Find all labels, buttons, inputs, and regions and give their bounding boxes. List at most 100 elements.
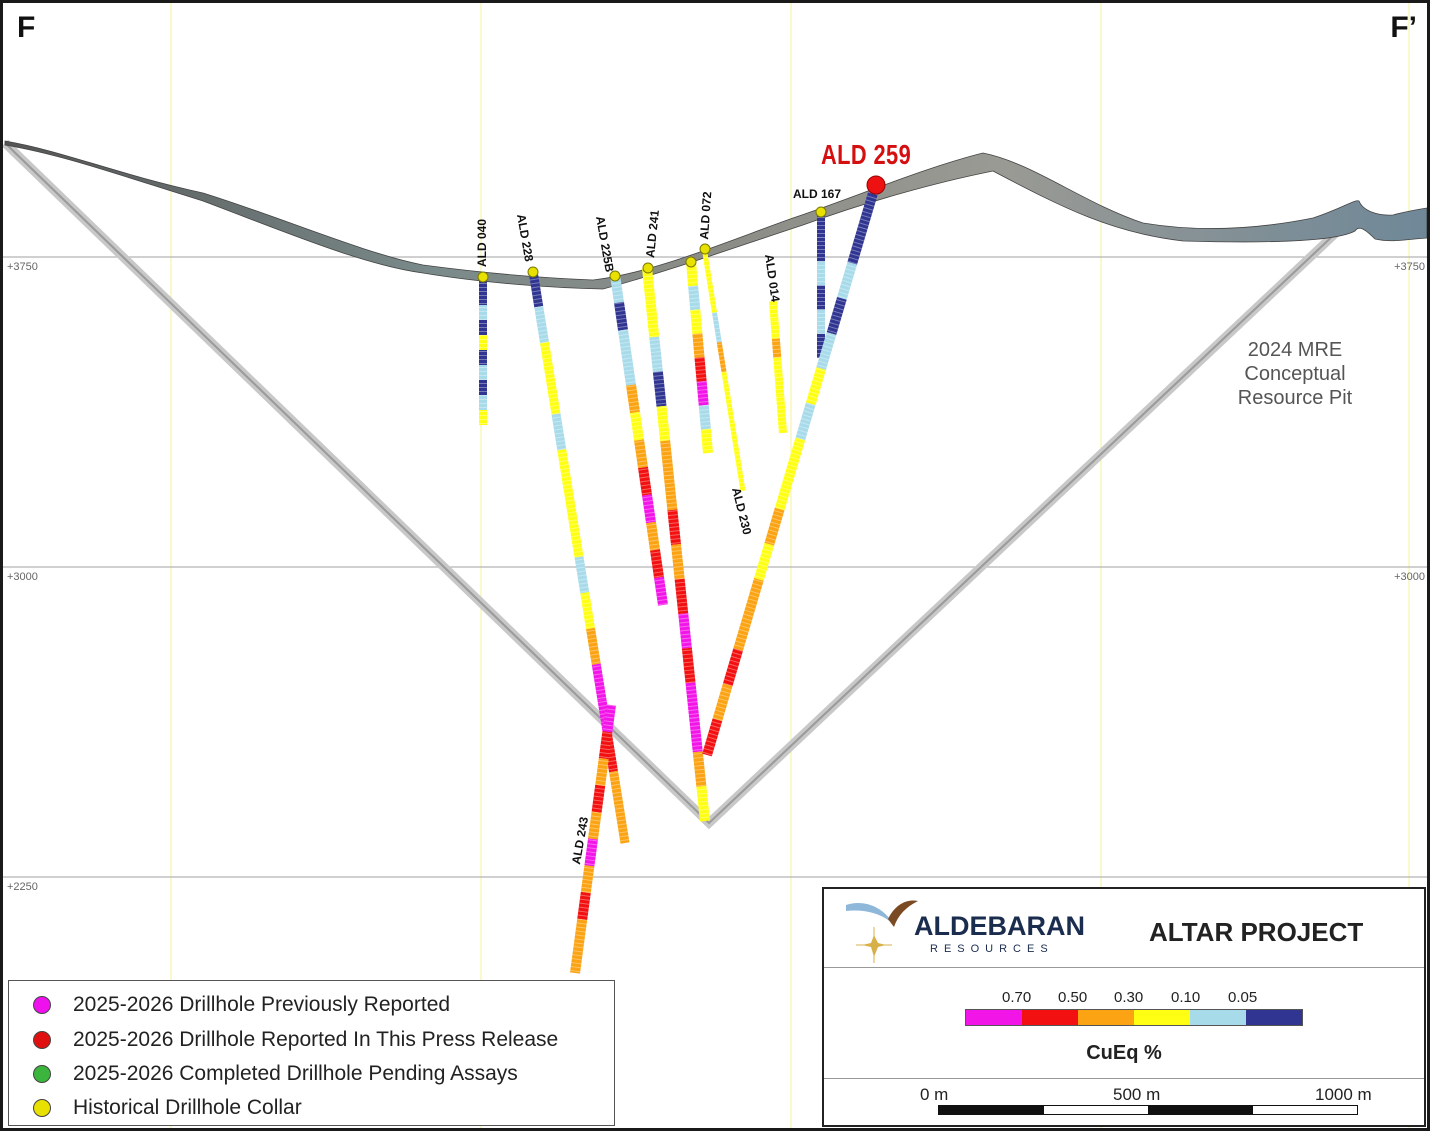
legend-dot-icon (33, 1065, 51, 1083)
drillhole-interval (795, 402, 816, 441)
drillhole-interval (773, 357, 783, 377)
historical-collar-marker (527, 266, 539, 278)
legend-item: 2025-2026 Drillhole Previously Reported (33, 992, 450, 1018)
legend-label: Historical Drillhole Collar (73, 1096, 302, 1119)
drillhole-interval (847, 226, 868, 265)
drillhole-interval (580, 865, 595, 894)
drillhole-interval (654, 576, 668, 606)
drillhole-interval (570, 945, 584, 974)
drillhole-interval (769, 300, 779, 321)
drillhole-interval (774, 472, 795, 511)
pit-label-line: Resource Pit (1237, 387, 1353, 409)
scale-distance-label: 0 m (920, 1085, 949, 1104)
drillhole-banding (702, 252, 746, 492)
legend-dot-icon (33, 1031, 51, 1049)
legend: 2025-2026 Drillhole Previously Reported … (8, 980, 615, 1126)
historical-collar-marker (609, 270, 621, 282)
drillhole-interval (696, 380, 709, 406)
drillhole-banding (702, 191, 878, 757)
drillhole-interval (721, 371, 732, 403)
drillhole-interval (771, 338, 782, 358)
drillhole-interval (584, 838, 598, 867)
drillhole-interval (602, 704, 616, 733)
historical-collar-marker (815, 206, 827, 218)
cueq-threshold: 0.70 (1002, 989, 1032, 1006)
drillhole-interval (696, 785, 710, 822)
cueq-color-scale (965, 1009, 1303, 1026)
drillhole-interval (622, 356, 636, 386)
scale-segment (1252, 1106, 1357, 1114)
drillhole-interval (785, 437, 806, 476)
drillhole-interval (671, 543, 685, 580)
drillhole-interval (652, 371, 667, 407)
drillhole-interval (656, 405, 671, 442)
company-subtitle: RESOURCES (930, 943, 1054, 955)
drillhole-interval (857, 191, 878, 230)
legend-label: 2025-2026 Drillhole Reported In This Pre… (73, 1028, 559, 1051)
drillhole-interval (551, 413, 567, 451)
drillhole-interval (630, 411, 644, 441)
drillhole-interval (545, 377, 561, 415)
pit-label-line: Conceptual (1244, 363, 1346, 385)
drillhole-interval (586, 627, 601, 665)
drillhole-interval (618, 329, 632, 359)
legend-dot-icon (33, 1099, 51, 1117)
drillhole-banding (528, 270, 630, 844)
drillhole-interval (626, 384, 640, 414)
drillhole-interval (694, 357, 707, 382)
drillhole-banding (642, 267, 710, 822)
drillhole-interval (685, 682, 700, 718)
cross-section-canvas (3, 3, 1427, 1128)
cueq-threshold: 0.05 (1228, 989, 1258, 1006)
drillhole-interval (690, 309, 703, 335)
pit-label: 2024 MRE Conceptual Resource Pit (1215, 338, 1375, 410)
drillhole-interval (591, 784, 606, 813)
drillhole-interval (754, 542, 775, 581)
drillhole-interval (660, 440, 674, 476)
historical-collar-marker (699, 243, 711, 255)
legend-item: 2025-2026 Completed Drillhole Pending As… (33, 1061, 518, 1087)
drillhole-interval (776, 394, 786, 415)
cueq-threshold: 0.10 (1171, 989, 1201, 1006)
project-title: ALTAR PROJECT (1149, 917, 1364, 947)
drillhole-interval (598, 731, 613, 760)
color-scale-segment (1134, 1010, 1190, 1025)
drillhole-interval (689, 716, 703, 753)
drillhole-interval (568, 520, 584, 558)
color-scale-title: CuEq % (1086, 1042, 1162, 1064)
drillhole-interval (645, 302, 660, 338)
scale-segment (1148, 1106, 1253, 1114)
drillhole-interval (595, 757, 609, 787)
drillhole-interval (642, 494, 656, 524)
drillhole-interval (712, 683, 733, 722)
drillhole-interval (638, 466, 652, 496)
drillhole-interval (805, 367, 826, 406)
historical-collar-marker (477, 271, 489, 283)
drillhole-interval (722, 648, 743, 687)
legend-item: 2025-2026 Drillhole Reported In This Pre… (33, 1027, 558, 1053)
section-start-label: F (17, 11, 36, 44)
drillhole-interval (707, 282, 717, 313)
drillhole-label: ALD 167 (793, 187, 842, 201)
elevation-label-right: +3750 (1394, 261, 1425, 273)
drillhole-interval (692, 751, 707, 787)
drillhole-interval (726, 401, 736, 432)
drillhole-interval (580, 592, 595, 630)
legend-dot-icon (33, 996, 51, 1014)
elevation-label-left: +3000 (7, 571, 38, 583)
drillhole-interval (816, 332, 837, 371)
drillhole-interval (534, 306, 549, 344)
drillhole-interval (743, 577, 764, 616)
scale-segment (939, 1106, 1044, 1114)
drillhole-interval (667, 509, 681, 546)
color-scale-segment (1078, 1010, 1134, 1025)
historical-collar-marker (642, 262, 654, 274)
drillhole-interval (700, 428, 713, 454)
drillhole-interval (649, 336, 663, 373)
title-block: ALDEBARAN RESOURCES ALTAR PROJECT 0.70 0… (822, 887, 1426, 1127)
scale-distance-label: 500 m (1113, 1085, 1161, 1104)
drillhole-interval (712, 312, 722, 343)
elevation-lines (3, 256, 1427, 878)
drillhole-interval (540, 341, 555, 379)
